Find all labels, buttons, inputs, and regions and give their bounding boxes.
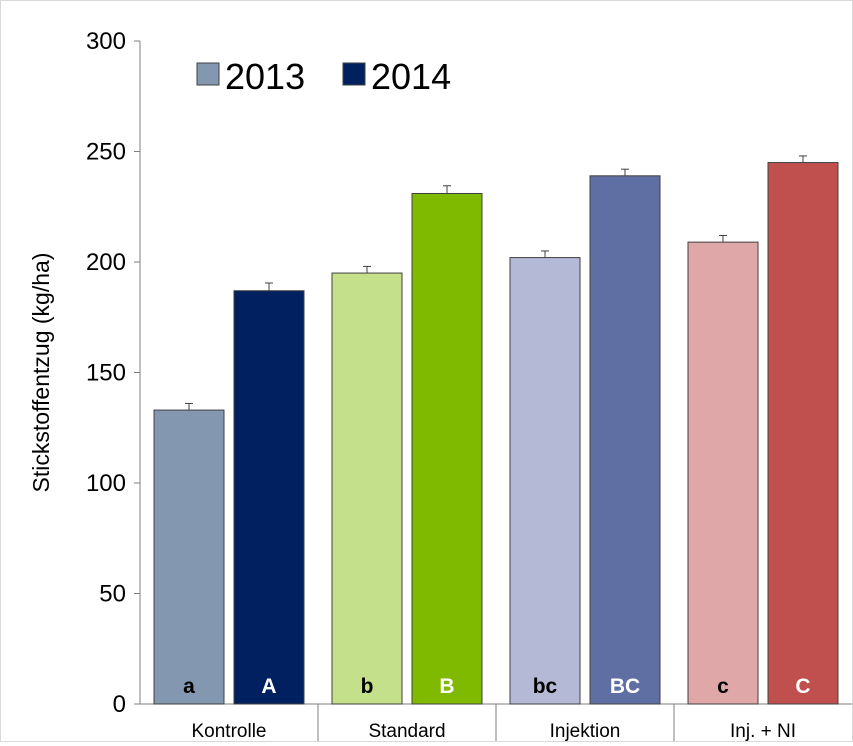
x-category-label: Kontrolle — [192, 721, 267, 741]
bar — [589, 175, 661, 705]
bar — [153, 409, 225, 705]
significance-letter: BC — [610, 675, 640, 698]
bar — [767, 162, 839, 705]
significance-letter: c — [717, 675, 729, 698]
y-tick-label: 150 — [86, 360, 126, 387]
y-tick-label: 300 — [86, 28, 126, 55]
significance-letter: bc — [533, 675, 558, 698]
y-tick-label: 100 — [86, 470, 126, 497]
bar — [331, 272, 403, 705]
x-category-label: Inj. + NI — [730, 721, 796, 741]
x-category-label: Standard — [368, 721, 445, 741]
bar — [687, 241, 759, 705]
legend-swatch — [196, 62, 220, 86]
bar — [509, 257, 581, 705]
significance-letter: a — [183, 675, 195, 698]
y-tick-label: 0 — [113, 691, 126, 718]
bar — [411, 192, 483, 705]
y-tick-label: 250 — [86, 139, 126, 166]
legend-label: 2013 — [225, 56, 305, 97]
significance-letter: b — [361, 675, 374, 698]
legend-label: 2014 — [371, 56, 451, 97]
significance-letter: B — [439, 675, 454, 698]
significance-letter: A — [261, 675, 276, 698]
legend-swatch — [342, 62, 366, 86]
y-tick-label: 50 — [99, 581, 126, 608]
y-tick-label: 200 — [86, 249, 126, 276]
bar — [233, 290, 305, 705]
significance-letter: C — [795, 675, 810, 698]
x-category-label: Injektion — [550, 721, 621, 741]
y-axis-title: Stickstoffentzug (kg/ha) — [28, 253, 54, 493]
